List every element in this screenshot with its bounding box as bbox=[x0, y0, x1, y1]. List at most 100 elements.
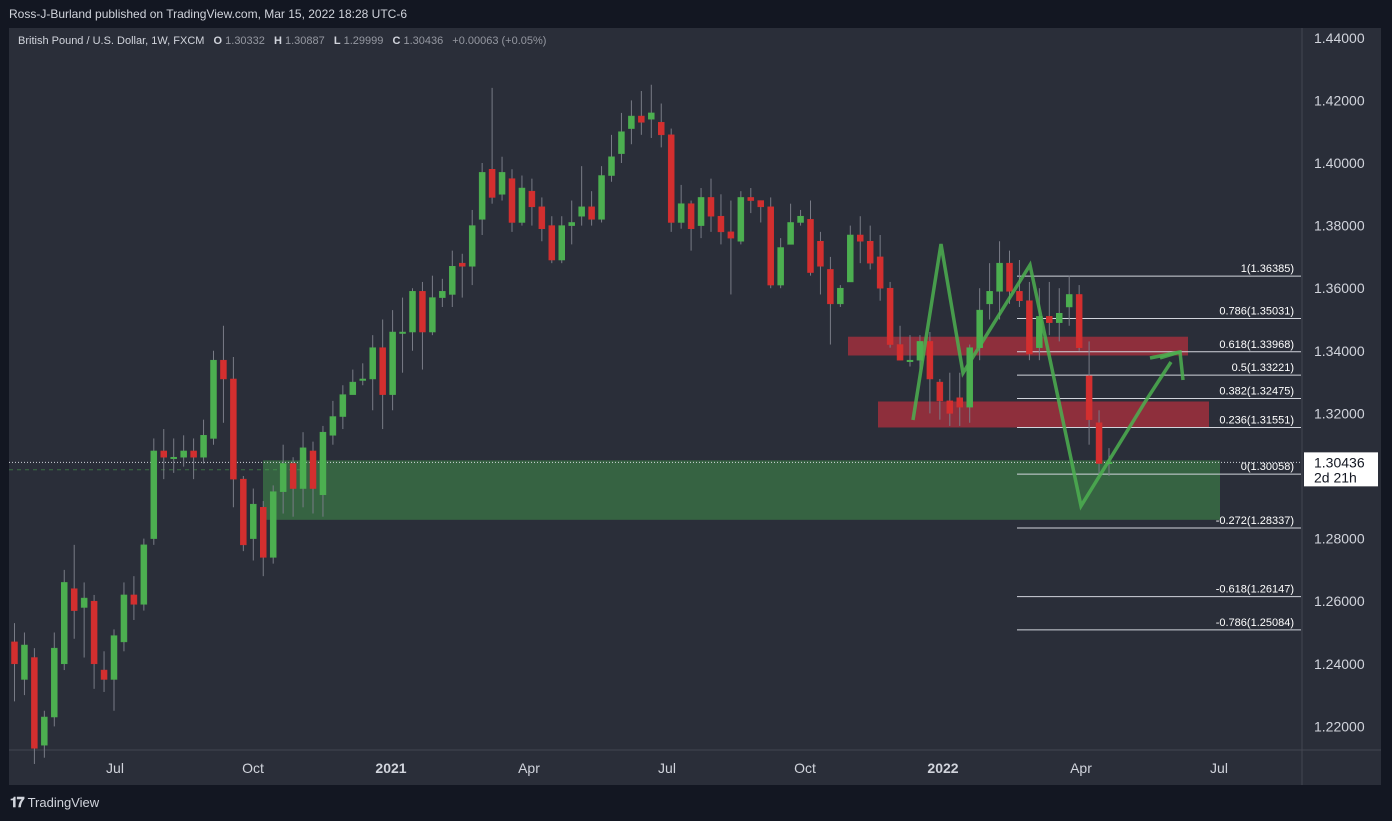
legend-open: 1.30332 bbox=[225, 35, 265, 47]
candle-up bbox=[648, 112, 655, 120]
candle-up bbox=[966, 347, 973, 408]
candle-up bbox=[210, 359, 217, 439]
time-tick-label: Oct bbox=[242, 760, 264, 776]
candle-up bbox=[61, 582, 68, 665]
projection-arrowhead-top bbox=[1159, 350, 1181, 360]
candle-down bbox=[857, 234, 864, 242]
legend-change: +0.00063 (+0.05%) bbox=[452, 35, 547, 47]
candle-down bbox=[289, 463, 297, 489]
candle-down bbox=[70, 588, 78, 611]
candle-up bbox=[628, 115, 635, 129]
candle-up bbox=[389, 331, 396, 395]
price-tick-label: 1.36000 bbox=[1314, 280, 1365, 296]
candle-down bbox=[220, 359, 227, 380]
candle-down bbox=[667, 134, 675, 223]
candle-down bbox=[379, 347, 386, 395]
candle-up bbox=[250, 503, 257, 539]
legend-o-label: O bbox=[213, 35, 223, 47]
candle-up bbox=[777, 247, 784, 286]
time-tick-label: Jul bbox=[1210, 760, 1228, 776]
candle-up bbox=[578, 206, 585, 217]
candle-down bbox=[488, 169, 496, 198]
candle-down bbox=[1095, 422, 1103, 464]
candle-down bbox=[956, 397, 963, 408]
price-tick-label: 1.42000 bbox=[1314, 92, 1365, 108]
candle-up bbox=[906, 359, 914, 362]
candle-down bbox=[459, 262, 466, 267]
price-tick-label: 1.24000 bbox=[1314, 656, 1365, 672]
candle-up bbox=[1065, 294, 1073, 308]
candle-down bbox=[190, 450, 197, 458]
candle-up bbox=[737, 197, 745, 242]
candle-up bbox=[80, 597, 88, 608]
candle-up bbox=[568, 222, 575, 226]
fib-label: 1(1.36385) bbox=[1241, 263, 1294, 275]
candle-down bbox=[926, 341, 934, 380]
candle-up bbox=[837, 287, 844, 305]
legend-l-label: L bbox=[333, 35, 341, 47]
candle-down bbox=[687, 203, 695, 229]
legend-h-label: H bbox=[273, 35, 282, 47]
candle-down bbox=[807, 219, 814, 273]
fib-label: -0.618(1.26147) bbox=[1216, 584, 1294, 596]
price-tick-label: 1.32000 bbox=[1314, 405, 1365, 421]
candle-up bbox=[120, 594, 128, 643]
candle-down bbox=[100, 669, 108, 680]
candle-down bbox=[1085, 375, 1093, 420]
candle-up bbox=[329, 416, 337, 436]
candle-up bbox=[558, 225, 565, 261]
projection-path bbox=[911, 243, 1173, 511]
candle-down bbox=[548, 225, 556, 261]
candle-down bbox=[230, 378, 237, 480]
legend-symbol: British Pound / U.S. Dollar, 1W, FXCM bbox=[18, 35, 205, 47]
candle-down bbox=[309, 450, 317, 489]
candle-down bbox=[31, 657, 38, 749]
legend-high: 1.30887 bbox=[284, 35, 325, 47]
legend: British Pound / U.S. Dollar, 1W, FXCM O … bbox=[18, 35, 546, 47]
tradingview-logo-icon: 𝟏𝟕 bbox=[10, 794, 25, 810]
time-tick-label: Apr bbox=[1070, 760, 1092, 776]
candle-down bbox=[1016, 291, 1023, 301]
time-tick-label: Apr bbox=[518, 760, 540, 776]
price-tick-label: 1.40000 bbox=[1314, 155, 1365, 171]
fib-label: 0.786(1.35031) bbox=[1219, 306, 1294, 318]
candle-down bbox=[658, 122, 665, 136]
time-tick-label: Oct bbox=[794, 760, 816, 776]
candle-down bbox=[419, 291, 426, 333]
candle-down bbox=[896, 344, 904, 361]
candle-up bbox=[996, 262, 1003, 292]
price-tick-label: 1.26000 bbox=[1314, 593, 1365, 609]
legend-low: 1.29999 bbox=[343, 35, 384, 47]
time-tick-label: Jul bbox=[106, 760, 124, 776]
candle-down bbox=[90, 600, 98, 665]
candle-up bbox=[170, 456, 177, 459]
candle-down bbox=[886, 287, 894, 345]
candle-up bbox=[279, 463, 287, 492]
published-line: Ross-J-Burland published on TradingView.… bbox=[9, 7, 407, 21]
candle-up bbox=[299, 447, 307, 489]
candle-up bbox=[697, 197, 705, 226]
candle-up bbox=[598, 175, 605, 220]
fib-label: 0.382(1.32475) bbox=[1219, 386, 1294, 398]
footer: 𝟏𝟕 TradingView bbox=[10, 794, 99, 811]
price-tick-label: 1.28000 bbox=[1314, 531, 1365, 547]
price-tick-label: 1.38000 bbox=[1314, 218, 1365, 234]
candle-down bbox=[717, 215, 725, 233]
candle-up bbox=[468, 225, 476, 267]
candle-up bbox=[986, 291, 993, 305]
candle-down bbox=[866, 241, 874, 264]
candle-down bbox=[747, 197, 755, 201]
time-tick-label: Jul bbox=[658, 760, 676, 776]
candle-down bbox=[1006, 262, 1013, 292]
candle-up bbox=[349, 381, 357, 395]
candle-down bbox=[588, 206, 595, 220]
candle-up bbox=[429, 297, 436, 333]
candle-up bbox=[677, 203, 685, 223]
candle-down bbox=[538, 206, 546, 229]
price-tag-countdown: 2d 21h bbox=[1314, 469, 1357, 485]
zone-support bbox=[263, 460, 1220, 520]
candle-up bbox=[518, 187, 526, 223]
candle-down bbox=[1046, 316, 1053, 323]
candle-down bbox=[707, 197, 715, 217]
